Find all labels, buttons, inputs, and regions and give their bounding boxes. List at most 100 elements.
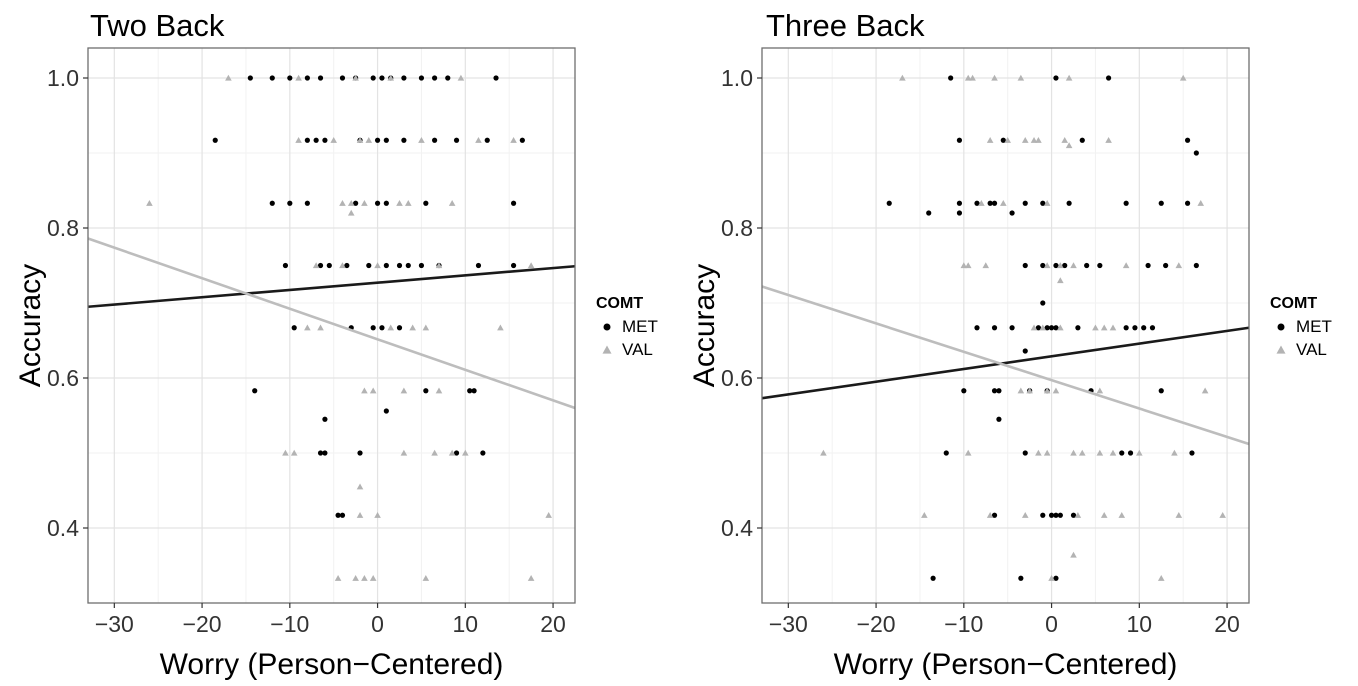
- point-val: [365, 136, 373, 143]
- point-val: [527, 574, 535, 581]
- point-val: [462, 449, 469, 456]
- legend-label-val: VAL: [1296, 340, 1327, 359]
- y-axis-label: Accuracy: [14, 264, 47, 387]
- point-met: [886, 200, 892, 206]
- point-met: [405, 262, 411, 269]
- point-val: [1065, 74, 1073, 81]
- x-tick-label: 20: [1214, 611, 1240, 637]
- point-val: [1100, 511, 1108, 518]
- point-met: [383, 262, 389, 269]
- point-val: [964, 262, 972, 269]
- point-val: [820, 449, 827, 456]
- point-val: [1057, 277, 1064, 284]
- y-tick-label: 0.4: [721, 515, 753, 541]
- point-met: [1057, 512, 1063, 518]
- point-val: [1039, 324, 1047, 331]
- point-val: [1026, 387, 1033, 394]
- x-tick-label: −20: [857, 611, 896, 637]
- point-val: [374, 262, 381, 269]
- point-met: [1079, 137, 1085, 143]
- point-val: [290, 449, 298, 456]
- point-met: [269, 200, 275, 206]
- point-met: [480, 450, 486, 456]
- point-met: [510, 200, 517, 206]
- point-met: [1075, 325, 1081, 331]
- legend-key-met: [603, 323, 611, 331]
- point-met: [1053, 512, 1059, 518]
- point-val: [146, 199, 153, 206]
- point-val: [1171, 449, 1178, 456]
- point-met: [987, 200, 993, 206]
- panel-border: [761, 47, 1250, 604]
- y-axis-label: Accuracy: [688, 264, 721, 387]
- point-val: [369, 387, 377, 394]
- point-met: [1040, 262, 1046, 269]
- point-val: [295, 136, 302, 143]
- y-tick-label: 0.8: [721, 215, 753, 241]
- point-val: [1057, 262, 1064, 269]
- point-val: [964, 449, 972, 456]
- point-met: [396, 325, 403, 331]
- point-met: [1040, 512, 1046, 518]
- point-val: [400, 387, 408, 394]
- panel-2: −30 −20 −10 0 10 20 0.4 0.6 0.8 1.0 Three Back Worr…: [688, 8, 1332, 681]
- point-met: [948, 75, 954, 81]
- point-val: [1070, 551, 1077, 558]
- point-met: [1053, 325, 1059, 331]
- y-tick-label: 1.0: [47, 65, 79, 91]
- point-val: [352, 74, 359, 81]
- point-val: [1048, 574, 1055, 581]
- point-val: [497, 324, 504, 331]
- point-val: [1070, 262, 1077, 269]
- point-val: [356, 511, 364, 518]
- point-val: [1021, 511, 1029, 518]
- point-val: [347, 209, 355, 216]
- point-met: [1053, 262, 1059, 269]
- point-val: [1000, 199, 1007, 206]
- point-met: [1141, 325, 1147, 331]
- point-val: [330, 136, 337, 143]
- y-tick-label: 1.0: [721, 65, 753, 91]
- series-met: [212, 75, 525, 518]
- point-met: [322, 450, 328, 456]
- point-met: [1053, 75, 1059, 81]
- point-met: [1040, 300, 1046, 306]
- point-met: [996, 416, 1002, 422]
- point-met: [1123, 325, 1129, 331]
- point-met: [317, 75, 324, 81]
- point-met: [1084, 262, 1090, 269]
- point-val: [339, 199, 346, 206]
- point-val: [1004, 136, 1011, 143]
- point-val: [448, 449, 456, 456]
- x-tick-label: 0: [371, 611, 384, 637]
- point-val: [457, 74, 465, 81]
- legend-key-val: [602, 345, 612, 354]
- point-met: [1189, 450, 1195, 456]
- plot-area: [88, 48, 575, 603]
- point-val: [527, 262, 535, 269]
- point-met: [335, 512, 341, 518]
- point-met: [1009, 325, 1015, 331]
- point-val: [431, 449, 438, 456]
- point-met: [317, 262, 324, 269]
- legend-title: COMT: [1270, 295, 1317, 312]
- chart-title: Three Back: [766, 8, 925, 43]
- point-met: [1184, 200, 1191, 206]
- point-val: [282, 449, 289, 456]
- point-val: [1157, 574, 1165, 581]
- point-met: [269, 75, 275, 81]
- fit-line-met: [761, 326, 1250, 400]
- point-val: [317, 324, 324, 331]
- point-met: [247, 75, 253, 81]
- legend-label-met: MET: [622, 317, 658, 336]
- point-val: [991, 74, 998, 81]
- point-met: [322, 137, 328, 143]
- point-met: [1009, 210, 1015, 216]
- point-val: [347, 199, 355, 206]
- point-val: [422, 574, 430, 581]
- point-met: [991, 388, 998, 394]
- point-val: [1109, 449, 1117, 456]
- point-met: [453, 450, 460, 456]
- series-val: [820, 74, 1226, 581]
- point-val: [1118, 511, 1126, 518]
